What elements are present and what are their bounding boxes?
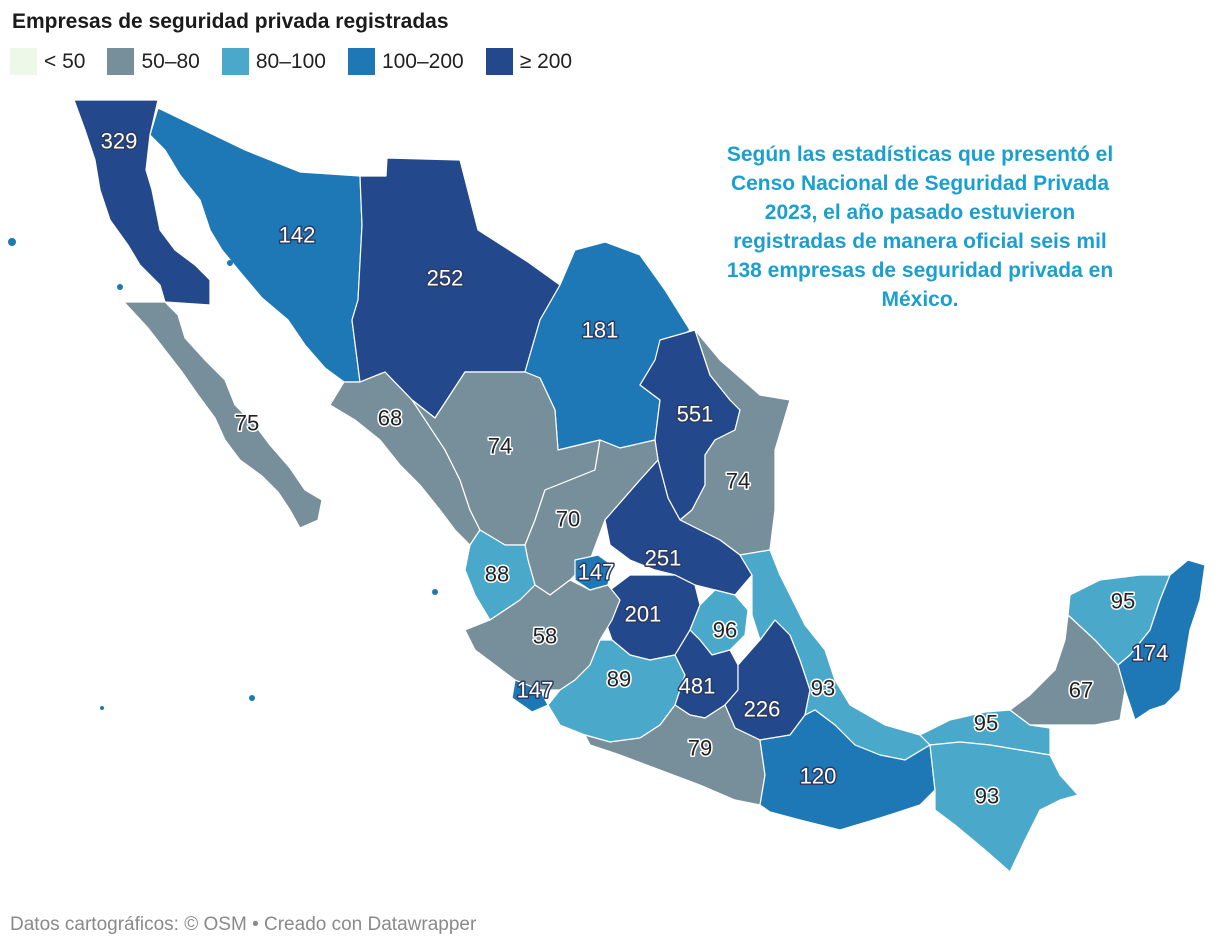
states-layer [8,99,1206,873]
state-value-label: 93 [975,784,999,809]
state-value-label: 551 [677,402,714,427]
legend-item-lt50: < 50 [10,48,85,75]
state-colima[interactable] [511,679,549,713]
legend-label: < 50 [44,49,86,73]
state-baja-california-sur[interactable] [123,301,323,529]
state-value-label: 226 [744,697,781,722]
legend-swatch [347,48,375,75]
legend-item-80-100: 80–100 [221,48,326,75]
legend-label: 100–200 [381,49,464,73]
state-value-label: 147 [517,678,554,703]
island-shape [432,589,438,595]
legend-label: 80–100 [255,49,326,73]
state-value-label: 142 [279,223,316,248]
state-value-label: 67 [1069,678,1093,703]
annotation-text: Según las estadísticas que presentó el C… [726,143,1114,311]
state-chiapas[interactable] [929,741,1079,873]
state-value-label: 252 [427,266,464,291]
state-guerrero[interactable] [584,704,766,806]
state-value-label: 79 [688,736,712,761]
labels-layer: 329 142 252 181 551 75 68 74 74 70 251 88 147 201 96 58… [99,127,1170,810]
state-quintana-roo[interactable] [1117,559,1206,721]
state-value-label: 96 [713,618,737,643]
state-value-label: 95 [974,711,998,736]
island-shape [117,284,123,290]
state-value-label: 147 [578,560,615,585]
legend-swatch [10,48,37,75]
state-value-label: 70 [556,507,580,532]
legend-label: ≥ 200 [519,49,573,73]
state-value-label: 120 [800,764,837,789]
legend-item-ge200: ≥ 200 [485,48,573,75]
legend-swatch [221,48,249,75]
legend: < 50 50–80 80–100 100–200 ≥ 200 [10,48,594,75]
state-value-label: 481 [679,674,716,699]
footer: Datos cartográficos: © OSM • Creado con … [10,914,476,936]
state-value-label: 88 [485,562,509,587]
island-shape [100,706,104,710]
state-value-label: 201 [625,602,662,627]
legend-swatch [107,48,135,75]
state-value-label: 74 [488,434,512,459]
state-value-label: 68 [378,406,402,431]
state-value-label: 251 [645,546,682,571]
state-value-label: 58 [533,624,557,649]
island-shape [249,695,255,701]
datawrapper-credit: • Creado con Datawrapper [252,914,477,935]
legend-label: 50–80 [141,49,200,73]
state-value-label: 95 [1111,589,1135,614]
legend-swatch [485,48,513,75]
state-value-label: 181 [582,318,619,343]
state-value-label: 329 [101,129,138,154]
map-data-source: Datos cartográficos: © OSM [10,914,247,935]
legend-item-100-200: 100–200 [347,48,464,75]
state-value-label: 174 [1132,641,1169,666]
state-value-label: 74 [726,469,750,494]
state-value-label: 89 [607,667,631,692]
state-value-label: 75 [235,411,259,436]
state-value-label: 93 [811,676,835,701]
legend-item-50-80: 50–80 [107,48,200,75]
island-shape [8,238,16,246]
island-shape [227,260,233,266]
chart-title: Empresas de seguridad privada registrada… [12,10,449,33]
state-baja-california[interactable] [73,99,211,306]
